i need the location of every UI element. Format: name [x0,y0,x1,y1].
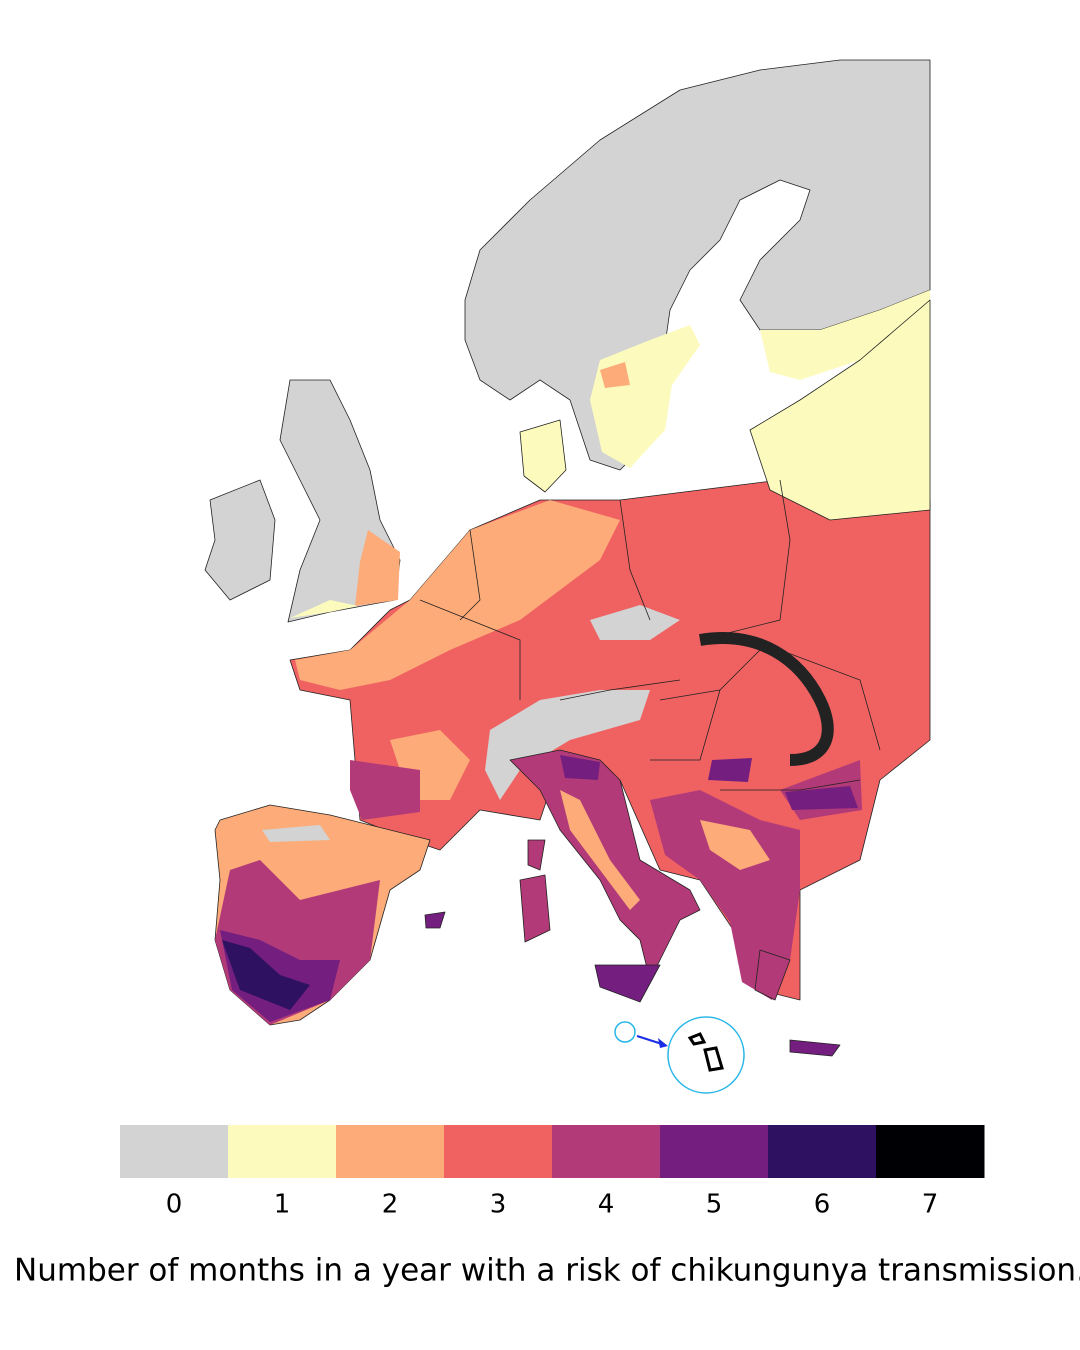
legend-label: 0 [166,1190,183,1220]
risk-region [700,820,770,870]
legend-label: 6 [814,1190,831,1220]
legend-swatch [120,1125,229,1178]
risk-region [600,362,630,388]
risk-region [295,500,620,690]
inset-circle [667,1016,745,1094]
legend-label: 7 [922,1190,939,1220]
inset-arrowhead [658,1038,668,1048]
risk-region [590,325,700,468]
risk-region [789,1039,841,1057]
legend-swatch [660,1125,769,1178]
risk-region [650,790,800,1000]
legend-label: 1 [274,1190,291,1220]
legend-swatch [876,1125,985,1178]
risk-region [527,839,546,871]
legend-swatch [552,1125,661,1178]
inset-island [703,1046,724,1072]
legend-swatch [444,1125,553,1178]
risk-region [464,59,931,471]
legend-label: 4 [598,1190,615,1220]
risk-region [262,825,330,842]
map [204,59,931,1094]
risk-region [485,690,650,800]
risk-region [594,964,661,1003]
risk-region [708,758,752,782]
legend-label: 3 [490,1190,507,1220]
inset-marker [614,1021,636,1043]
country-border [419,479,881,791]
legend: 0 1 2 3 4 5 6 7 [120,1125,985,1220]
legend-swatch [228,1125,337,1178]
inset-arrow [636,1035,663,1045]
risk-region [222,940,310,1010]
legend-swatch [768,1125,877,1178]
legend-label: 5 [706,1190,723,1220]
risk-region [785,786,858,810]
risk-region [519,419,567,493]
risk-region [519,874,551,943]
risk-region [699,632,834,766]
legend-swatch [336,1125,445,1178]
risk-region [290,600,358,618]
caption: Number of months in a year with a risk o… [14,1253,1080,1289]
risk-region [560,790,640,910]
risk-region [749,299,931,521]
risk-region [355,530,400,606]
risk-region [350,760,420,820]
inset-island [687,1032,707,1046]
risk-region [754,949,791,1001]
risk-region [760,290,930,380]
legend-label: 2 [382,1190,399,1220]
risk-region [590,605,680,640]
risk-region [424,911,446,929]
risk-region [560,755,600,780]
risk-region [204,479,276,601]
